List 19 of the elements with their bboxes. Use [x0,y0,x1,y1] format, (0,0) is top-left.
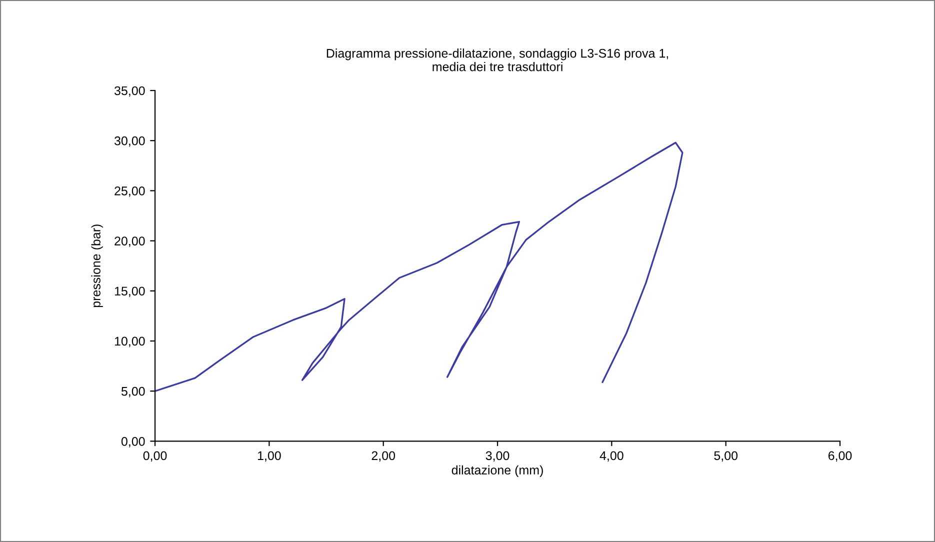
x-tick-label: 0,00 [143,451,167,462]
y-tick-label: 0,00 [121,436,145,448]
y-tick-label: 20,00 [114,236,145,247]
x-tick-label: 3,00 [486,451,510,462]
y-tick-label: 35,00 [114,86,145,97]
x-tick-label: 6,00 [828,451,852,462]
x-axis-title: dilatazione (mm) [452,465,543,477]
x-tick-label: 2,00 [372,451,396,462]
y-tick-label: 5,00 [121,386,145,398]
y-tick-label: 25,00 [114,186,145,197]
y-tick-label: 10,00 [114,336,145,348]
x-tick-label: 4,00 [600,451,624,462]
line-series [155,142,684,392]
y-tick-label: 30,00 [114,136,145,147]
y-axis-title: pressione (bar) [91,224,103,308]
y-tick-label: 15,00 [114,286,145,298]
x-tick-label: 1,00 [258,451,281,462]
x-tick-label: 5,00 [714,451,738,462]
chart-title: Diagramma pressione-dilatazione, sondaggio L3-S16 prova 1, media dei tre trasduttori [326,48,668,72]
